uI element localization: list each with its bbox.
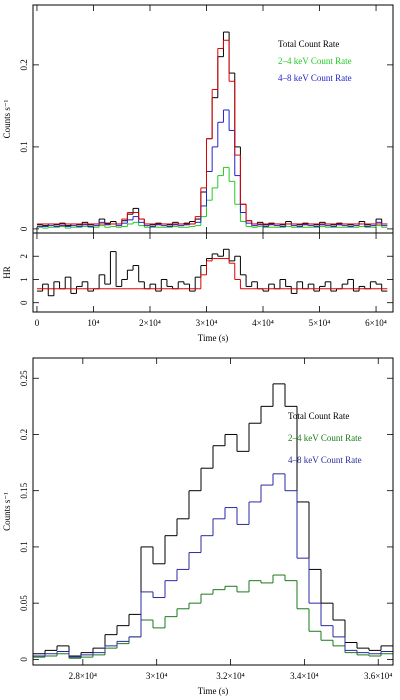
- y-tick-label: 0.2: [19, 429, 29, 440]
- x-tick-label: 3.2×10⁴: [216, 671, 244, 681]
- x-tick-label: 5×10⁴: [309, 318, 331, 328]
- y-tick-label: 0: [19, 657, 29, 662]
- legend-label: 4–8 keV Count Rate: [278, 73, 352, 83]
- x-tick-label: 0: [35, 318, 40, 328]
- y-axis-label: Counts s⁻¹: [2, 99, 12, 138]
- y-tick-label: 0: [19, 300, 29, 305]
- plot-area: [33, 383, 393, 659]
- y-tick-label: 0.15: [19, 482, 29, 498]
- legend-label: Total Count Rate: [288, 411, 349, 421]
- legend-label: 2–4 keV Count Rate: [278, 56, 352, 66]
- x-axis-label: Time (s): [198, 333, 228, 343]
- x-tick-label: 3×10⁴: [146, 671, 168, 681]
- x-tick-label: 2×10⁴: [139, 318, 161, 328]
- x-tick-label: 3×10⁴: [196, 318, 218, 328]
- y-axis-label: HR: [2, 266, 12, 279]
- y-axis-label: Counts s⁻¹: [2, 492, 12, 531]
- y-tick-label: 0.2: [19, 59, 29, 70]
- x-axis-label: Time (s): [198, 686, 228, 696]
- plot-area: [36, 31, 388, 229]
- frame: [32, 232, 394, 313]
- x-tick-label: 3.6×10⁴: [364, 671, 392, 681]
- legend-label: 4–8 keV Count Rate: [288, 455, 362, 465]
- y-tick-label: 0: [19, 226, 29, 231]
- plot-area: [36, 248, 388, 297]
- y-tick-label: 0.1: [19, 141, 29, 152]
- x-tick-label: 4×10⁴: [252, 318, 274, 328]
- x-tick-label: 3.4×10⁴: [290, 671, 318, 681]
- y-tick-label: 0.25: [19, 370, 29, 386]
- x-tick-label: 10⁴: [87, 318, 99, 328]
- y-tick-label: 2: [19, 254, 29, 259]
- y-tick-label: 0.1: [19, 541, 29, 552]
- y-tick-label: 0.05: [19, 595, 29, 611]
- y-tick-label: 1: [19, 277, 29, 282]
- x-tick-label: 2.8×10⁴: [69, 671, 97, 681]
- x-tick-label: 6×10⁴: [365, 318, 387, 328]
- legend-label: 2–4 keV Count Rate: [288, 433, 362, 443]
- frame: [32, 357, 394, 666]
- legend-label: Total Count Rate: [278, 39, 339, 49]
